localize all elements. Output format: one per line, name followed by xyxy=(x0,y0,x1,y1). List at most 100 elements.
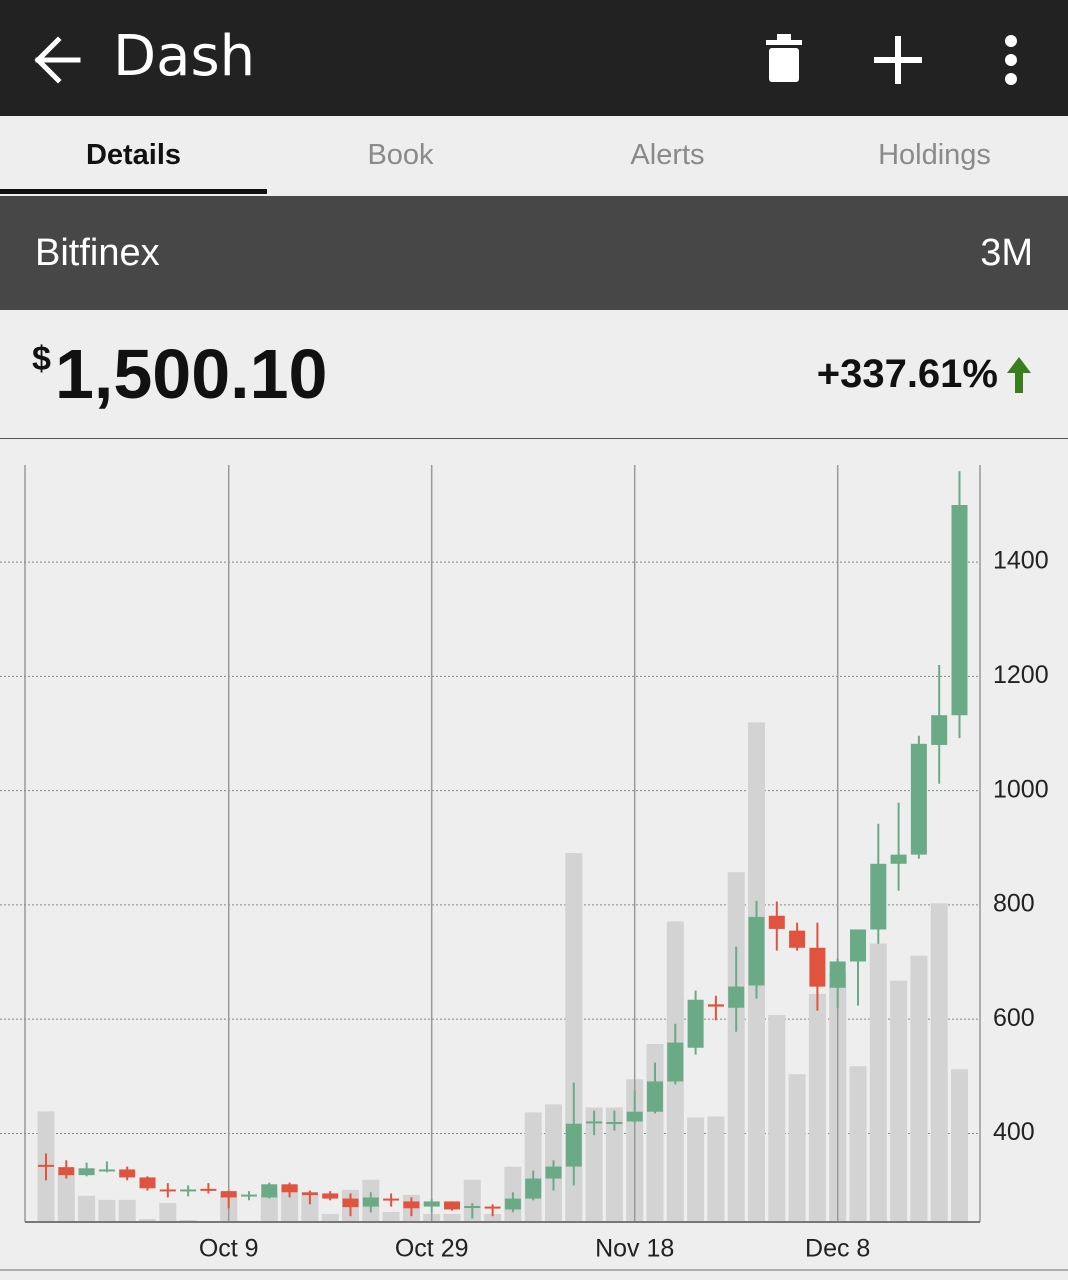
candle-body xyxy=(707,1004,724,1007)
chart: 400 600 800 1000 1200 1400 Oct 9 Oct 29 Nov 18 De… xyxy=(0,465,1068,1271)
x-tick-label: Dec 8 xyxy=(805,1235,870,1263)
candle-body xyxy=(464,1206,481,1209)
y-tick-label: 600 xyxy=(993,1004,1035,1032)
candle-body xyxy=(910,743,927,855)
volume-bar xyxy=(869,943,887,1222)
y-tick-label: 800 xyxy=(993,890,1035,918)
volume-bar xyxy=(788,1074,806,1222)
tab[interactable]: Holdings xyxy=(878,139,991,171)
app-bar: Dash xyxy=(0,0,1068,116)
volume-bar xyxy=(890,980,908,1222)
candle-body xyxy=(951,504,968,716)
tab[interactable]: Details xyxy=(85,139,182,171)
volume-bar xyxy=(301,1194,319,1222)
delete-button[interactable] xyxy=(766,34,802,82)
candle-body xyxy=(484,1206,501,1209)
volume-bar xyxy=(281,1184,299,1222)
candle-body xyxy=(342,1198,359,1208)
volume-bar xyxy=(484,1213,502,1222)
candle-body xyxy=(322,1193,339,1199)
candle-body xyxy=(220,1191,237,1198)
candle-body xyxy=(931,715,948,745)
volume-bar xyxy=(910,955,928,1222)
app-bar-icons xyxy=(34,34,1017,85)
candle-body xyxy=(301,1192,318,1196)
y-tick-label: 1200 xyxy=(993,661,1049,689)
back-button[interactable] xyxy=(34,36,81,84)
volume-bar xyxy=(524,1112,542,1222)
tab-indicator xyxy=(0,189,267,194)
volume-bar xyxy=(443,1213,461,1222)
candle-body xyxy=(687,999,704,1048)
volume-bar xyxy=(951,1069,968,1222)
volume-bar xyxy=(768,1014,786,1222)
volume-bar xyxy=(321,1213,339,1222)
candle-body xyxy=(829,961,846,988)
volume-bar xyxy=(78,1195,96,1222)
volume-bar xyxy=(98,1199,116,1222)
candle-body xyxy=(748,916,765,986)
candle-body xyxy=(362,1197,379,1207)
candle-body xyxy=(768,915,785,929)
volume-bar xyxy=(57,1174,75,1222)
candle-body xyxy=(98,1169,115,1172)
candle-body xyxy=(444,1201,460,1210)
price: 1,500.10 xyxy=(55,335,328,413)
volume-bar xyxy=(849,1066,867,1222)
candle-body xyxy=(281,1184,298,1193)
candle-body xyxy=(159,1189,176,1192)
candle-body xyxy=(647,1081,663,1112)
volume-bar xyxy=(605,1107,623,1222)
candle-body xyxy=(261,1184,278,1198)
candle-body xyxy=(606,1122,623,1125)
candle-body xyxy=(241,1194,257,1197)
volume-bar xyxy=(139,1218,156,1222)
volume-bar xyxy=(727,872,745,1222)
x-tick-label: Nov 18 xyxy=(595,1235,674,1263)
candle-body xyxy=(423,1201,440,1207)
x-tick-label: Oct 29 xyxy=(395,1235,469,1263)
candle-body xyxy=(200,1188,217,1191)
change: +337.61% xyxy=(816,352,998,396)
tab[interactable]: Book xyxy=(367,139,434,171)
add-button[interactable] xyxy=(874,36,922,84)
tab[interactable]: Alerts xyxy=(630,139,705,171)
y-tick-label: 1000 xyxy=(993,775,1049,803)
candle-body xyxy=(403,1201,420,1209)
exchange-bar[interactable]: Bitfinex 3M xyxy=(0,196,1068,310)
candle-body xyxy=(383,1198,400,1201)
volume-bar xyxy=(179,1219,197,1222)
candle-body xyxy=(870,863,887,930)
candle-body xyxy=(565,1123,582,1167)
candle-body xyxy=(789,930,806,948)
candle-body xyxy=(58,1167,75,1176)
volume-bar xyxy=(382,1211,400,1222)
candle-body xyxy=(78,1168,95,1176)
candle-body xyxy=(850,929,866,962)
volume-bar xyxy=(707,1116,725,1222)
volume-bar xyxy=(118,1199,136,1222)
tab-bar: Details Book Alerts Holdings xyxy=(0,116,1068,194)
up-arrow xyxy=(1007,357,1031,393)
title: Dash xyxy=(113,24,256,89)
more-button[interactable] xyxy=(1005,35,1017,85)
y-tick-label: 400 xyxy=(993,1118,1035,1146)
price-row: $ 1,500.10 +337.61% xyxy=(0,310,1068,439)
currency: $ xyxy=(32,340,51,378)
candle-body xyxy=(525,1178,542,1199)
candle-body xyxy=(626,1111,643,1122)
exchange: Bitfinex xyxy=(35,232,160,274)
candle-body xyxy=(890,854,907,864)
candle-body xyxy=(119,1169,136,1178)
candle-body xyxy=(809,947,826,987)
candle-body xyxy=(139,1177,156,1189)
candle-body xyxy=(504,1198,521,1210)
candle-body xyxy=(586,1121,603,1124)
volume-bar xyxy=(687,1117,705,1222)
candle-body xyxy=(180,1189,197,1192)
candle-body xyxy=(38,1164,54,1167)
y-tick-label: 1400 xyxy=(993,547,1049,575)
volume-bar xyxy=(260,1194,278,1222)
range[interactable]: 3M xyxy=(980,232,1033,274)
